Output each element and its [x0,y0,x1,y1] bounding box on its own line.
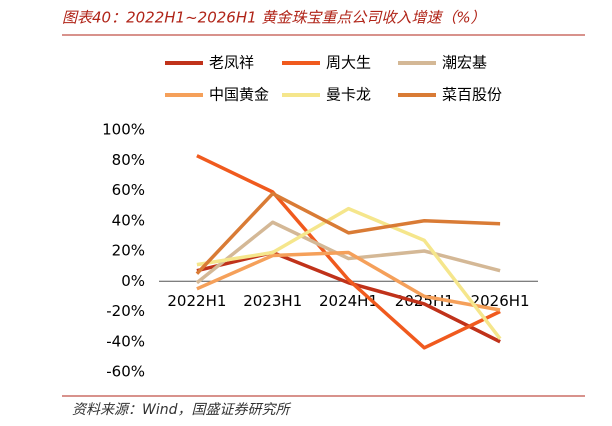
series-line [196,250,501,312]
y-tick-label: 0% [121,272,145,290]
y-tick-label: -40% [106,332,145,350]
legend-label: 曼卡龙 [326,86,371,104]
y-tick-label: 100% [102,121,145,139]
y-tick-label: -20% [106,302,145,320]
series-line [195,191,501,275]
y-tick-label: 80% [112,151,145,169]
y-tick-label: -60% [106,363,145,381]
x-tick-label: 2026H1 [471,292,530,310]
chart-title: 图表40：2022H1~2026H1 黄金珠宝重点公司收入增速（%） [62,9,486,27]
y-tick-label: 40% [112,211,145,229]
x-tick-label: 2024H1 [319,292,378,310]
legend-label: 潮宏基 [442,54,487,72]
x-tick-label: 2025H1 [395,292,454,310]
series-line [196,250,501,344]
y-tick-label: 60% [112,181,145,199]
source-note: 资料来源：Wind，国盛证券研究所 [72,402,291,418]
x-tick-label: 2023H1 [243,292,302,310]
legend-label: 周大生 [326,54,371,72]
series-line [195,220,501,285]
legend-label: 中国黄金 [209,86,269,104]
series-line [196,206,502,340]
legend-label: 老凤祥 [209,54,254,72]
legend-label: 菜百股份 [442,86,502,104]
x-tick-label: 2022H1 [167,292,226,310]
y-tick-label: 20% [112,242,145,260]
series-line [196,154,501,350]
